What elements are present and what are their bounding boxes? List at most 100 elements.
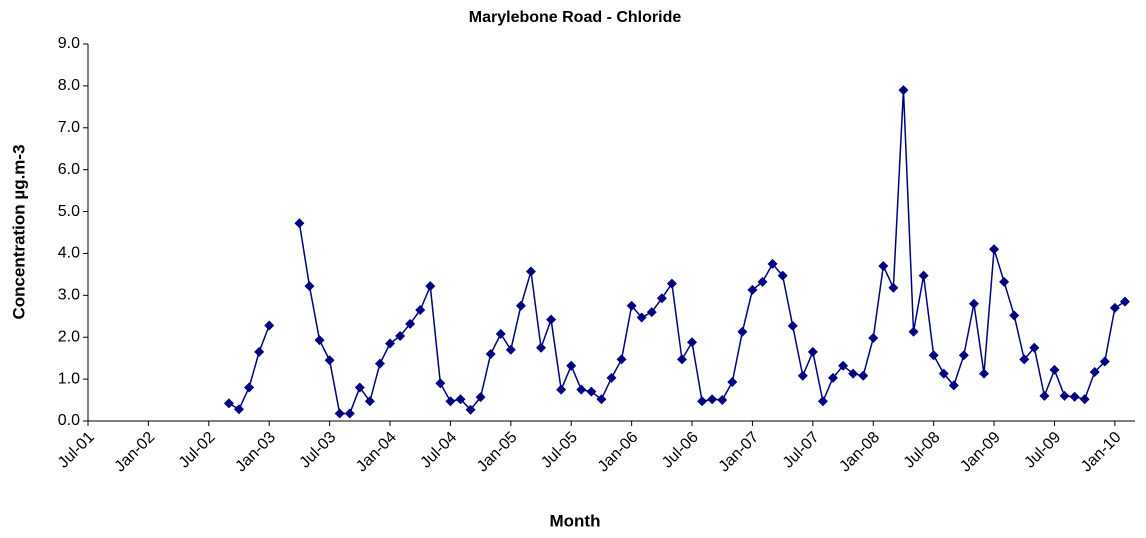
marker bbox=[1019, 354, 1030, 365]
y-tick-label: 3.0 bbox=[58, 287, 80, 304]
marker bbox=[334, 408, 345, 419]
x-tick-label: Jan-04 bbox=[353, 429, 400, 476]
x-tick-label: Jan-06 bbox=[595, 429, 642, 476]
y-tick-label: 8.0 bbox=[58, 77, 80, 94]
marker bbox=[475, 392, 486, 403]
y-tick-label: 2.0 bbox=[58, 328, 80, 345]
marker bbox=[525, 266, 536, 277]
x-tick-label: Jan-07 bbox=[716, 429, 763, 476]
y-tick-label: 0.0 bbox=[58, 412, 80, 429]
marker bbox=[304, 281, 315, 292]
x-tick-label: Jul-06 bbox=[659, 429, 702, 472]
marker bbox=[1109, 302, 1120, 313]
marker bbox=[1009, 310, 1020, 321]
marker bbox=[656, 293, 667, 304]
marker bbox=[948, 380, 959, 391]
marker bbox=[546, 314, 557, 325]
marker bbox=[707, 394, 718, 405]
x-tick-label: Jul-08 bbox=[901, 429, 944, 472]
marker bbox=[898, 85, 909, 96]
marker bbox=[1029, 342, 1040, 353]
x-tick-label: Jan-02 bbox=[112, 429, 159, 476]
marker bbox=[989, 244, 1000, 255]
marker bbox=[234, 404, 245, 415]
marker bbox=[606, 372, 617, 383]
marker bbox=[878, 261, 889, 272]
marker bbox=[848, 368, 859, 379]
marker bbox=[616, 354, 627, 365]
marker bbox=[636, 312, 647, 323]
marker bbox=[505, 344, 516, 355]
marker bbox=[999, 276, 1010, 287]
marker bbox=[586, 386, 597, 397]
y-tick-label: 7.0 bbox=[58, 119, 80, 136]
marker bbox=[1039, 390, 1050, 401]
marker bbox=[395, 330, 406, 341]
marker bbox=[697, 396, 708, 407]
marker bbox=[455, 394, 466, 405]
marker bbox=[827, 372, 838, 383]
marker bbox=[817, 396, 828, 407]
marker bbox=[495, 328, 506, 339]
marker bbox=[515, 300, 526, 311]
marker bbox=[666, 278, 677, 289]
x-tick-label: Jul-01 bbox=[55, 429, 98, 472]
marker bbox=[354, 382, 365, 393]
y-tick-label: 9.0 bbox=[58, 35, 80, 52]
marker bbox=[807, 346, 818, 357]
x-tick-label: Jan-09 bbox=[957, 429, 1004, 476]
marker bbox=[596, 394, 607, 405]
marker bbox=[485, 348, 496, 359]
marker bbox=[747, 284, 758, 295]
marker bbox=[838, 360, 849, 371]
marker bbox=[767, 258, 778, 269]
marker bbox=[928, 350, 939, 361]
y-tick-label: 4.0 bbox=[58, 245, 80, 262]
x-tick-label: Jul-05 bbox=[538, 429, 581, 472]
marker bbox=[374, 358, 385, 369]
y-tick-label: 1.0 bbox=[58, 370, 80, 387]
marker bbox=[676, 354, 687, 365]
x-tick-label: Jan-10 bbox=[1078, 429, 1125, 476]
marker bbox=[556, 384, 567, 395]
x-tick-label: Jul-09 bbox=[1021, 429, 1064, 472]
marker bbox=[1049, 364, 1060, 375]
marker bbox=[1059, 390, 1070, 401]
marker bbox=[294, 218, 305, 229]
marker bbox=[566, 360, 577, 371]
marker bbox=[223, 398, 234, 409]
marker bbox=[254, 346, 265, 357]
marker bbox=[1069, 391, 1080, 402]
marker bbox=[415, 304, 426, 315]
marker bbox=[1099, 356, 1110, 367]
x-tick-label: Jan-03 bbox=[232, 429, 279, 476]
marker bbox=[687, 337, 698, 348]
marker bbox=[264, 320, 275, 331]
y-tick-label: 6.0 bbox=[58, 161, 80, 178]
marker bbox=[646, 307, 657, 318]
marker bbox=[777, 270, 788, 281]
x-tick-label: Jan-08 bbox=[836, 429, 883, 476]
marker bbox=[858, 370, 869, 381]
marker bbox=[314, 335, 325, 346]
marker bbox=[465, 404, 476, 415]
marker bbox=[405, 318, 416, 329]
x-tick-label: Jul-03 bbox=[297, 429, 340, 472]
marker bbox=[888, 282, 899, 293]
marker bbox=[868, 333, 879, 344]
marker bbox=[958, 350, 969, 361]
marker bbox=[344, 408, 355, 419]
y-tick-label: 5.0 bbox=[58, 203, 80, 220]
marker bbox=[717, 395, 728, 406]
x-tick-label: Jul-04 bbox=[417, 429, 460, 472]
marker bbox=[978, 368, 989, 379]
series-line bbox=[228, 90, 1126, 415]
marker bbox=[787, 320, 798, 331]
marker bbox=[938, 368, 949, 379]
marker bbox=[1079, 394, 1090, 405]
marker bbox=[244, 382, 255, 393]
x-tick-label: Jan-05 bbox=[474, 429, 521, 476]
marker bbox=[968, 298, 979, 309]
marker bbox=[757, 276, 768, 287]
